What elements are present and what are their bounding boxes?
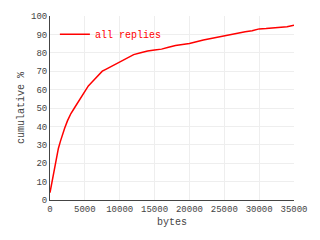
svg-text:all replies: all replies	[95, 30, 161, 41]
svg-text:60: 60	[36, 86, 47, 96]
svg-text:25000: 25000	[211, 205, 238, 215]
svg-text:30: 30	[36, 141, 47, 151]
svg-text:cumulative %: cumulative %	[16, 72, 27, 144]
svg-text:10000: 10000	[106, 205, 133, 215]
svg-text:10: 10	[36, 178, 47, 188]
svg-text:100: 100	[31, 12, 47, 22]
svg-text:70: 70	[36, 67, 47, 77]
svg-text:0: 0	[42, 196, 47, 206]
svg-text:bytes: bytes	[157, 217, 187, 228]
svg-text:5000: 5000	[74, 205, 96, 215]
svg-text:20: 20	[36, 159, 47, 169]
svg-text:80: 80	[36, 49, 47, 59]
svg-text:20000: 20000	[176, 205, 203, 215]
svg-text:0: 0	[47, 205, 52, 215]
svg-text:40: 40	[36, 123, 47, 133]
svg-text:30000: 30000	[246, 205, 273, 215]
svg-text:35000: 35000	[280, 205, 307, 215]
svg-text:50: 50	[36, 104, 47, 114]
svg-text:90: 90	[36, 31, 47, 41]
svg-text:15000: 15000	[141, 205, 168, 215]
